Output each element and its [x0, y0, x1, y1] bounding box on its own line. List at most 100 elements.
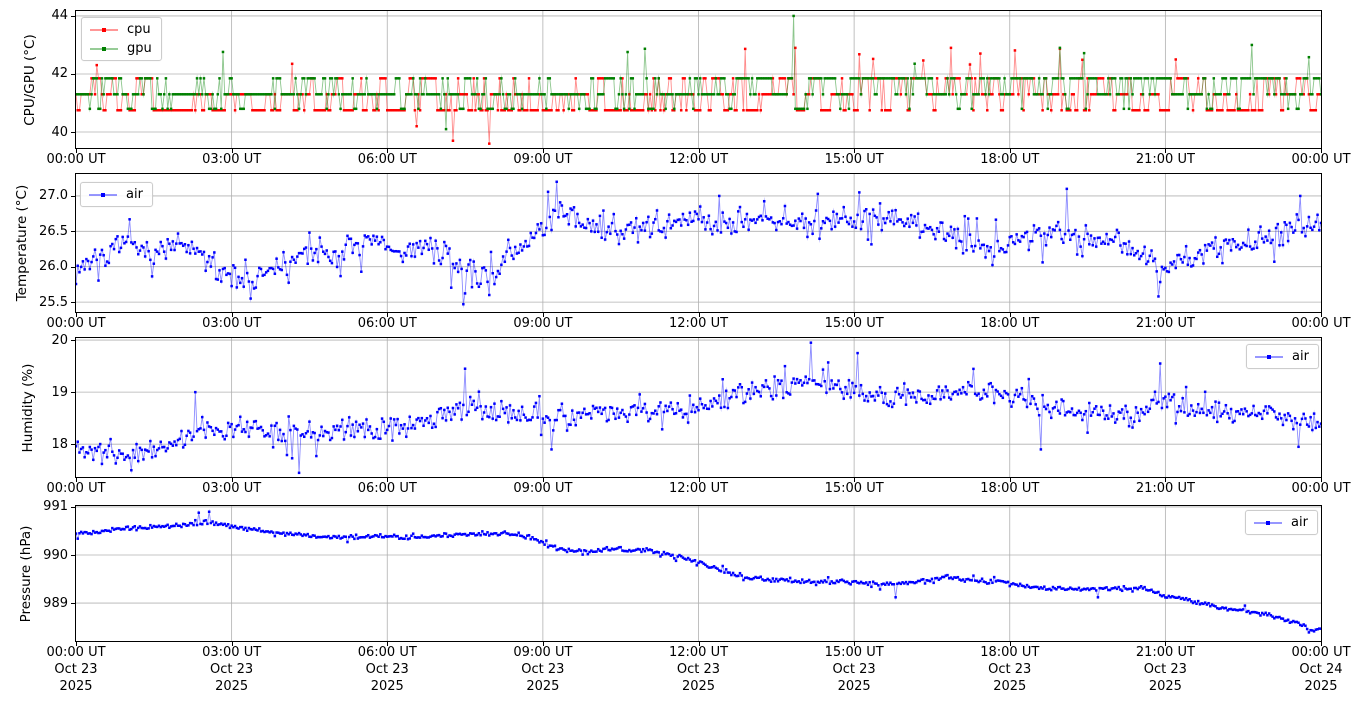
x-tick-year-label: 2025 [370, 679, 404, 694]
y-tick-mark [71, 15, 76, 17]
humidity-y-tick-label: 19 [51, 384, 68, 400]
x-tick-mark [231, 313, 233, 317]
x-tick-label: 18:00 UT [980, 152, 1040, 167]
x-tick-mark [1321, 313, 1322, 317]
x-tick-mark [387, 478, 389, 482]
x-tick-label: 12:00 UT [668, 316, 729, 331]
x-tick-mark [542, 478, 544, 482]
x-tick-mark [387, 149, 389, 153]
temperature-y-tick-label: 27.0 [39, 188, 68, 204]
temperature-y-tick-label: 26.5 [39, 223, 68, 239]
x-tick-mark [76, 313, 77, 317]
x-tick-year-label: 2025 [681, 679, 716, 694]
x-tick-mark [76, 149, 77, 153]
cpu_gpu-y-tick-label: 40 [51, 124, 68, 140]
x-tick-label: 15:00 UT [824, 316, 884, 331]
legend-entry-cpu: cpu [89, 21, 152, 38]
x-tick-mark [542, 642, 544, 646]
y-tick-mark [71, 266, 76, 268]
x-tick-mark [1009, 149, 1011, 153]
temperature-plot-area [75, 173, 1322, 313]
legend-line-icon [89, 43, 119, 55]
x-tick-date-label: Oct 23 [1143, 662, 1187, 677]
y-tick-mark [71, 506, 76, 508]
x-tick-mark [1009, 313, 1011, 317]
x-tick-date-label: Oct 23 [988, 662, 1032, 677]
cpu_gpu-legend: cpu gpu [81, 17, 162, 61]
x-tick-label: 00:00 UT [46, 645, 106, 660]
cpu_gpu-y-tick-label: 44 [51, 8, 68, 24]
x-tick-mark [231, 478, 233, 482]
temperature-y-tick-label: 25.5 [39, 294, 68, 310]
x-tick-year-label: 2025 [837, 679, 871, 694]
x-tick-mark [854, 642, 856, 646]
y-tick-mark [71, 195, 76, 197]
legend-label: air [1291, 515, 1308, 530]
x-tick-mark [698, 478, 700, 482]
temperature-legend: air [80, 182, 153, 207]
legend-label: cpu [127, 22, 151, 37]
x-tick-mark [76, 478, 77, 482]
y-tick-mark [71, 340, 76, 342]
x-tick-label: 21:00 UT [1135, 481, 1195, 496]
legend-line-icon [88, 189, 118, 201]
x-tick-label: 03:00 UT [202, 645, 262, 660]
cpu_gpu-plot-area [75, 10, 1322, 149]
pressure-y-tick-label: 991 [43, 499, 68, 515]
legend-label: air [126, 187, 143, 202]
x-tick-label: 06:00 UT [357, 645, 417, 660]
x-tick-mark [1321, 149, 1322, 153]
pressure-legend: air [1245, 510, 1318, 535]
x-tick-date-label: Oct 23 [54, 662, 98, 677]
legend-entry-air: air [88, 186, 143, 203]
x-tick-label: 06:00 UT [357, 481, 417, 496]
legend-entry-air: air [1254, 348, 1309, 365]
x-tick-mark [1009, 642, 1011, 646]
legend-label: air [1292, 349, 1309, 364]
x-tick-label: 21:00 UT [1135, 316, 1195, 331]
pressure-y-tick-label: 990 [43, 547, 68, 563]
x-tick-mark [1165, 642, 1167, 646]
x-tick-date-label: Oct 23 [676, 662, 721, 677]
x-tick-mark [1165, 149, 1167, 153]
x-tick-mark [1165, 478, 1167, 482]
x-tick-mark [542, 149, 544, 153]
x-tick-label: 03:00 UT [202, 152, 262, 167]
y-tick-mark [71, 555, 76, 556]
x-tick-label: 00:00 UT [1291, 481, 1351, 496]
x-tick-label: 09:00 UT [513, 481, 573, 496]
legend-line-icon [1253, 517, 1283, 529]
x-tick-mark [231, 642, 233, 646]
humidity-y-tick-label: 20 [51, 332, 68, 348]
x-tick-label: 15:00 UT [824, 481, 884, 496]
x-tick-mark [1321, 642, 1322, 646]
x-tick-label: 09:00 UT [513, 645, 573, 660]
legend-entry-air: air [1253, 514, 1308, 531]
y-tick-mark [71, 392, 76, 394]
humidity-y-tick-label: 18 [51, 436, 68, 452]
x-tick-mark [698, 642, 700, 646]
humidity-legend: air [1246, 344, 1319, 369]
x-tick-date-label: Oct 23 [521, 662, 565, 677]
x-tick-label: 18:00 UT [980, 645, 1040, 660]
x-tick-mark [854, 149, 856, 153]
x-tick-label: 21:00 UT [1135, 152, 1195, 167]
x-tick-label: 12:00 UT [668, 152, 729, 167]
temperature-y-tick-label: 26.0 [39, 259, 68, 275]
x-tick-label: 06:00 UT [357, 152, 417, 167]
x-tick-mark [698, 313, 700, 317]
x-tick-label: 00:00 UT [46, 481, 106, 496]
x-tick-date-label: Oct 23 [365, 662, 409, 677]
legend-line-icon [1254, 351, 1284, 363]
humidity-plot-area [75, 337, 1322, 478]
x-tick-mark [76, 642, 77, 646]
x-tick-mark [231, 149, 233, 153]
x-tick-mark [698, 149, 700, 153]
x-tick-year-label: 2025 [215, 679, 249, 694]
x-tick-label: 03:00 UT [202, 481, 262, 496]
legend-entry-gpu: gpu [89, 40, 152, 57]
x-tick-mark [1321, 478, 1322, 482]
x-tick-date-label: Oct 23 [210, 662, 254, 677]
x-tick-label: 21:00 UT [1135, 645, 1195, 660]
